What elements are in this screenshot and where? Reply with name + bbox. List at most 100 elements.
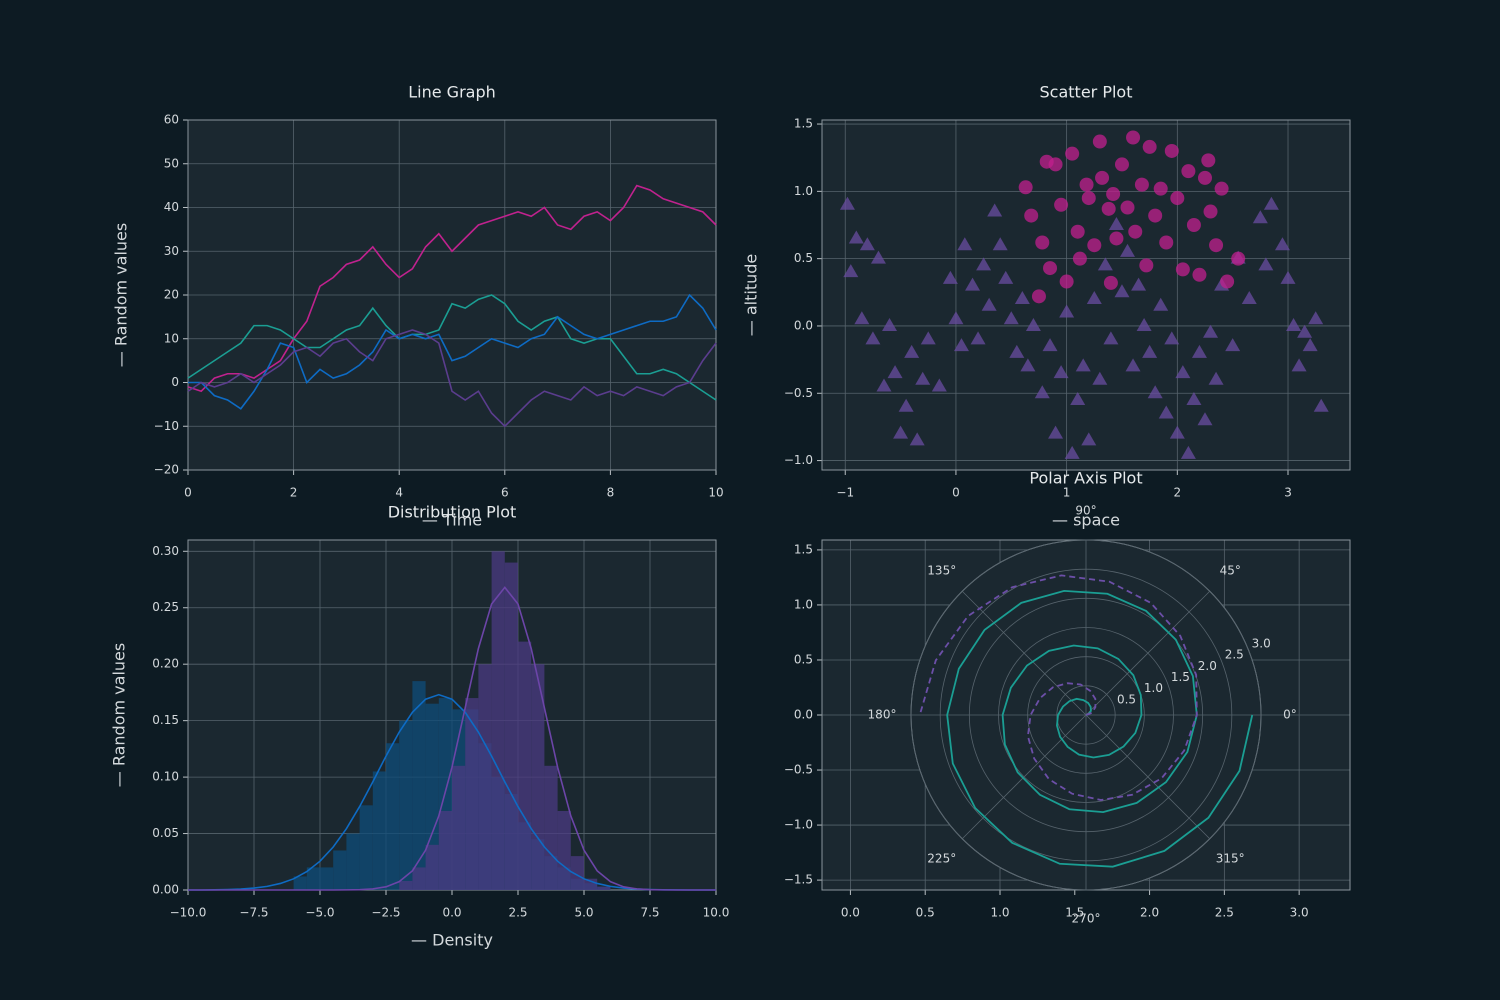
x-tick-label: 0 [952,486,960,500]
y-tick-label: 1.5 [794,117,813,131]
y-tick-label: 0 [171,375,179,389]
triangle-point [909,432,925,446]
histogram-bar [544,765,558,890]
circle-point [1231,251,1246,266]
triangle-point [1258,257,1274,271]
triangle-point [1164,331,1180,345]
x-tick-label: −1 [836,486,854,500]
triangle-point [948,311,964,325]
circle-point [1134,177,1149,192]
histogram-bar [425,844,439,890]
triangle-point [1208,371,1224,385]
circle-point [1139,258,1154,273]
triangle-point [1147,385,1163,399]
triangle-point [1280,270,1296,284]
histogram-bar [491,551,505,890]
circle-point [1197,170,1212,185]
triangle-point [882,317,898,331]
x-tick-label: 3 [1284,486,1292,500]
triangle-point [957,237,973,251]
x-tick-label: 4 [395,486,403,500]
y-tick-label: 1.0 [794,597,813,611]
line-series [187,329,717,428]
histogram-bar [557,810,571,890]
theta-tick-label: 270° [1072,912,1101,926]
x-tick-label: 5.0 [574,906,593,920]
histogram-bar [346,833,360,890]
x-tick-label: 10.0 [703,906,730,920]
triangle-point [1020,358,1036,372]
x-tick-label: 2.0 [1140,906,1159,920]
triangle-point [904,344,920,358]
circle-point [1092,134,1107,149]
circle-point [1114,157,1129,172]
triangle-point [1302,338,1318,352]
x-tick-label: 0.0 [841,906,860,920]
histogram-bar [504,562,518,890]
triangle-point [1086,291,1102,305]
triangle-point [887,365,903,379]
y-tick-label: 0.0 [794,708,813,722]
chart-title: Polar Axis Plot [1029,469,1142,488]
x-tick-label: 0 [184,486,192,500]
circle-point [1181,164,1196,179]
histogram-bar [518,641,532,890]
triangle-point [970,331,986,345]
y-tick-label: 60 [164,113,179,127]
circle-point [1153,181,1168,196]
axes-frame [821,119,1351,471]
histogram-bar [320,867,334,890]
x-tick-label: −10.0 [170,906,207,920]
triangle-point [1025,317,1041,331]
y-tick-label: 0.20 [152,657,179,671]
histogram-bar [584,878,598,890]
histogram-bar [412,867,426,890]
y-tick-label: 0.05 [152,826,179,840]
triangle-point [1158,405,1174,419]
triangle-point [1297,324,1313,338]
triangle-point [1142,344,1158,358]
triangle-point [1034,385,1050,399]
histogram-bar [412,681,426,890]
triangle-point [854,311,870,325]
r-tick-label: 2.0 [1198,659,1217,673]
circle-point [1103,275,1118,290]
circle-point [1079,177,1094,192]
triangle-point [1120,243,1136,257]
y-axis-label: — Random values [110,643,129,787]
y-tick-label: 0.5 [794,652,813,666]
triangle-point [1059,304,1075,318]
circle-point [1018,180,1033,195]
circle-point [1109,231,1124,246]
histogram-bar [399,720,413,890]
triangle-point [1097,257,1113,271]
circle-point [1087,238,1102,253]
theta-tick-label: 315° [1216,852,1245,866]
triangle-point [1075,358,1091,372]
y-tick-label: 0.10 [152,770,179,784]
triangle-point [1131,277,1147,291]
y-tick-label: 10 [164,331,179,345]
y-axis-label: — altitude [742,254,761,336]
x-tick-label: 2 [1174,486,1182,500]
histogram-bar [570,856,584,890]
x-tick-label: 0.5 [916,906,935,920]
triangle-point [1169,425,1185,439]
y-tick-label: 50 [164,156,179,170]
circle-point [1142,139,1157,154]
histogram-bar [438,810,452,890]
triangle-point [1175,365,1191,379]
y-tick-label: −1.0 [784,818,813,832]
triangle-point [848,230,864,244]
triangle-point [976,257,992,271]
x-tick-label: −7.5 [239,906,268,920]
x-axis-label: — Density [411,931,493,950]
circle-point [1024,208,1039,223]
x-tick-label: 2 [290,486,298,500]
chart-title: Distribution Plot [388,503,517,522]
triangle-point [1136,317,1152,331]
triangle-point [1286,317,1302,331]
kde-line [188,693,716,891]
histogram-bar [597,886,611,890]
